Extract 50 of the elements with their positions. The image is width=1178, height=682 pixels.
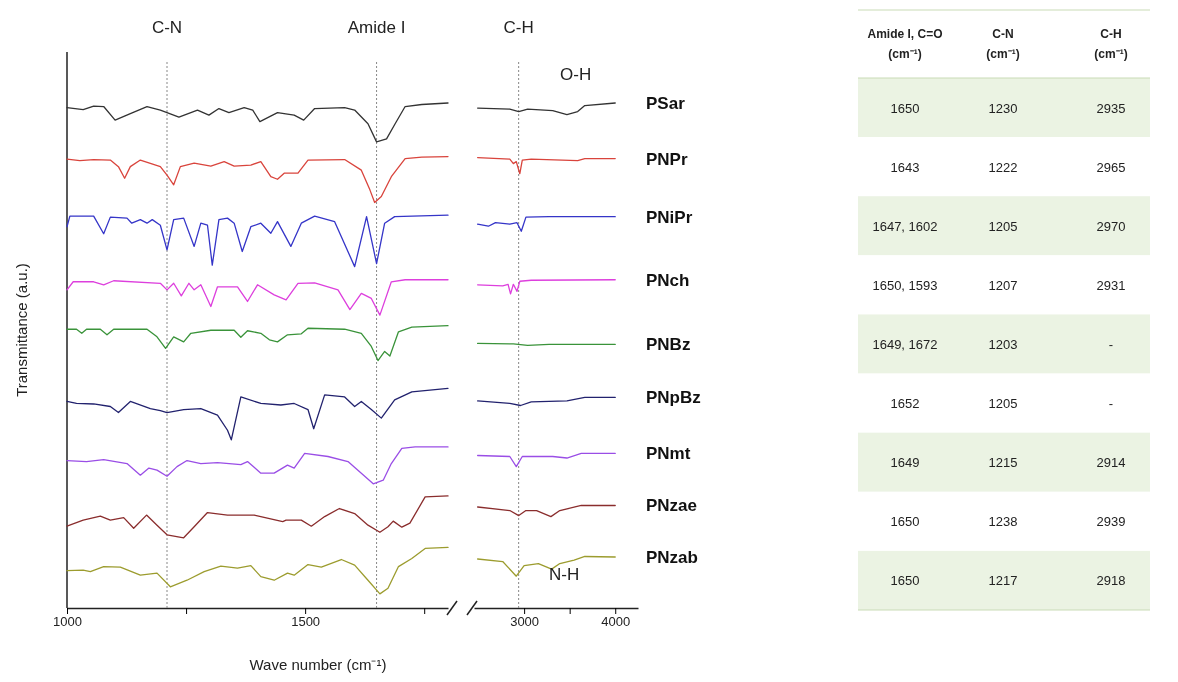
series-label: PNiPr (646, 207, 693, 227)
series-label: PSar (646, 94, 686, 113)
text: 2965 (1096, 159, 1126, 175)
text: 1650 (890, 514, 920, 530)
category-label: C-H (cm⁻¹) (1094, 27, 1128, 61)
text: 1203 (988, 337, 1018, 352)
series-label: PNBz (646, 335, 691, 355)
series-label: PNmt (646, 444, 691, 464)
text: 1649, 1672 (872, 337, 938, 352)
series-label: PNzae (646, 496, 698, 516)
text: 2970 (1096, 218, 1126, 234)
x-tick-label: 1500 (291, 614, 321, 630)
annotation: N-H (549, 565, 580, 584)
text: 1650 (890, 573, 920, 589)
text: - (1108, 396, 1114, 412)
text: 1650 (890, 100, 920, 116)
x-tick-label: 4000 (601, 614, 631, 630)
text: 2918 (1096, 573, 1126, 589)
category-label: C-N (cm⁻¹) (986, 27, 1020, 61)
text: 1215 (988, 455, 1018, 471)
text: 2935 (1096, 100, 1126, 116)
text: 1643 (890, 159, 920, 175)
text: 1205 (988, 218, 1018, 234)
text: 1207 (988, 277, 1018, 293)
text: - (1108, 337, 1114, 352)
text: 1217 (988, 573, 1018, 589)
x-tick-label: 3000 (510, 614, 540, 630)
text: O-H (560, 65, 592, 84)
x-axis-title: Wave number (cm⁻¹) (249, 656, 387, 673)
text: 2914 (1096, 455, 1126, 471)
text: 1649 (890, 455, 920, 471)
text: 1238 (988, 514, 1018, 530)
text: 2939 (1096, 514, 1126, 530)
text: 1650, 1593 (872, 277, 938, 293)
text: 1222 (988, 159, 1018, 175)
text: 1205 (988, 396, 1018, 412)
text: 2931 (1096, 277, 1126, 293)
x-tick-label: 1000 (53, 614, 82, 630)
ref-line-label: C-H (503, 18, 534, 37)
ref-line-label: Amide I (347, 18, 406, 37)
category-label: Amide I, C=O (cm⁻¹) (867, 27, 943, 61)
text: 1647, 1602 (872, 218, 938, 234)
text: 1652 (890, 396, 920, 412)
series-label: PNpBz (646, 388, 701, 408)
series-label: PNch (646, 270, 690, 290)
y-axis-title: Transmittance (a.u.) (13, 263, 30, 397)
series-label: PNPr (646, 149, 688, 169)
text: 1230 (988, 100, 1018, 116)
series-label: PNzab (646, 547, 698, 567)
ref-line-label: C-N (151, 18, 183, 37)
